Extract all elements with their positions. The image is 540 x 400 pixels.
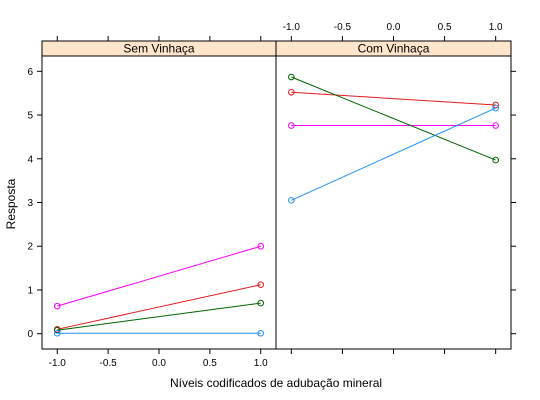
series-line [57, 245, 261, 307]
data-point [53, 329, 61, 337]
series-line-4 [288, 104, 499, 204]
panel-frame [275, 55, 512, 350]
x-tick-label-bottom: 0.5 [203, 358, 217, 369]
data-point [257, 281, 265, 289]
x-tick-label-top: -1.0 [283, 22, 301, 33]
y-axis-label: Resposta [4, 178, 18, 229]
x-tick-label-bottom: 1.0 [254, 358, 268, 369]
data-point [53, 302, 61, 310]
data-point [492, 104, 499, 112]
series-line-3 [288, 73, 499, 164]
data-point [492, 156, 499, 164]
data-point [288, 122, 295, 129]
x-tick-label-bottom: -0.5 [100, 358, 118, 369]
data-point [288, 88, 295, 96]
axes-group: 0 1 2 3 4 5 6 -1.0 -1.0 -0.5 -0.5 0.0 0.0 0.5 0.5 1.0 1.… [27, 22, 516, 369]
y-tick-label: 0 [27, 329, 33, 340]
series-line [57, 284, 261, 330]
y-tick-label: 1 [27, 285, 33, 296]
series-line-4 [53, 329, 265, 337]
series-line-3 [53, 299, 265, 334]
series-line [57, 302, 261, 331]
data-point [288, 197, 295, 204]
y-tick-label: 6 [27, 67, 33, 78]
series-line-2 [288, 88, 499, 109]
panels-group: Sem Vinhaça Com Vinhaça [41, 40, 512, 350]
series-line [291, 76, 496, 161]
series-line-1 [53, 242, 265, 310]
y-tick-label: 4 [27, 154, 33, 165]
panel-2: Com Vinhaça [275, 40, 512, 350]
data-point [257, 299, 265, 307]
x-tick-label-bottom: -1.0 [49, 358, 67, 369]
x-tick-label-top: 1.0 [489, 22, 503, 33]
data-point [492, 122, 499, 129]
panel-1: Sem Vinhaça [41, 40, 277, 350]
data-point [257, 242, 265, 250]
x-tick-label-bottom: 0.0 [152, 358, 166, 369]
y-tick-label: 5 [27, 111, 33, 122]
data-point [492, 101, 499, 109]
data-point [257, 329, 265, 337]
y-tick-label: 2 [27, 242, 33, 253]
y-tick-label: 3 [27, 198, 33, 209]
x-tick-label-top: -0.5 [334, 22, 352, 33]
x-axis-label: Níveis codificados de adubação mineral [170, 376, 382, 390]
series-line [291, 107, 496, 201]
strip-label: Com Vinhaça [358, 42, 430, 56]
x-tick-label-top: 0.0 [387, 22, 401, 33]
x-tick-label-top: 0.5 [438, 22, 452, 33]
series-line-1 [288, 122, 499, 129]
panel-frame [41, 55, 277, 350]
series-line [291, 91, 496, 106]
data-point [288, 73, 295, 81]
strip-label: Sem Vinhaça [123, 42, 194, 56]
